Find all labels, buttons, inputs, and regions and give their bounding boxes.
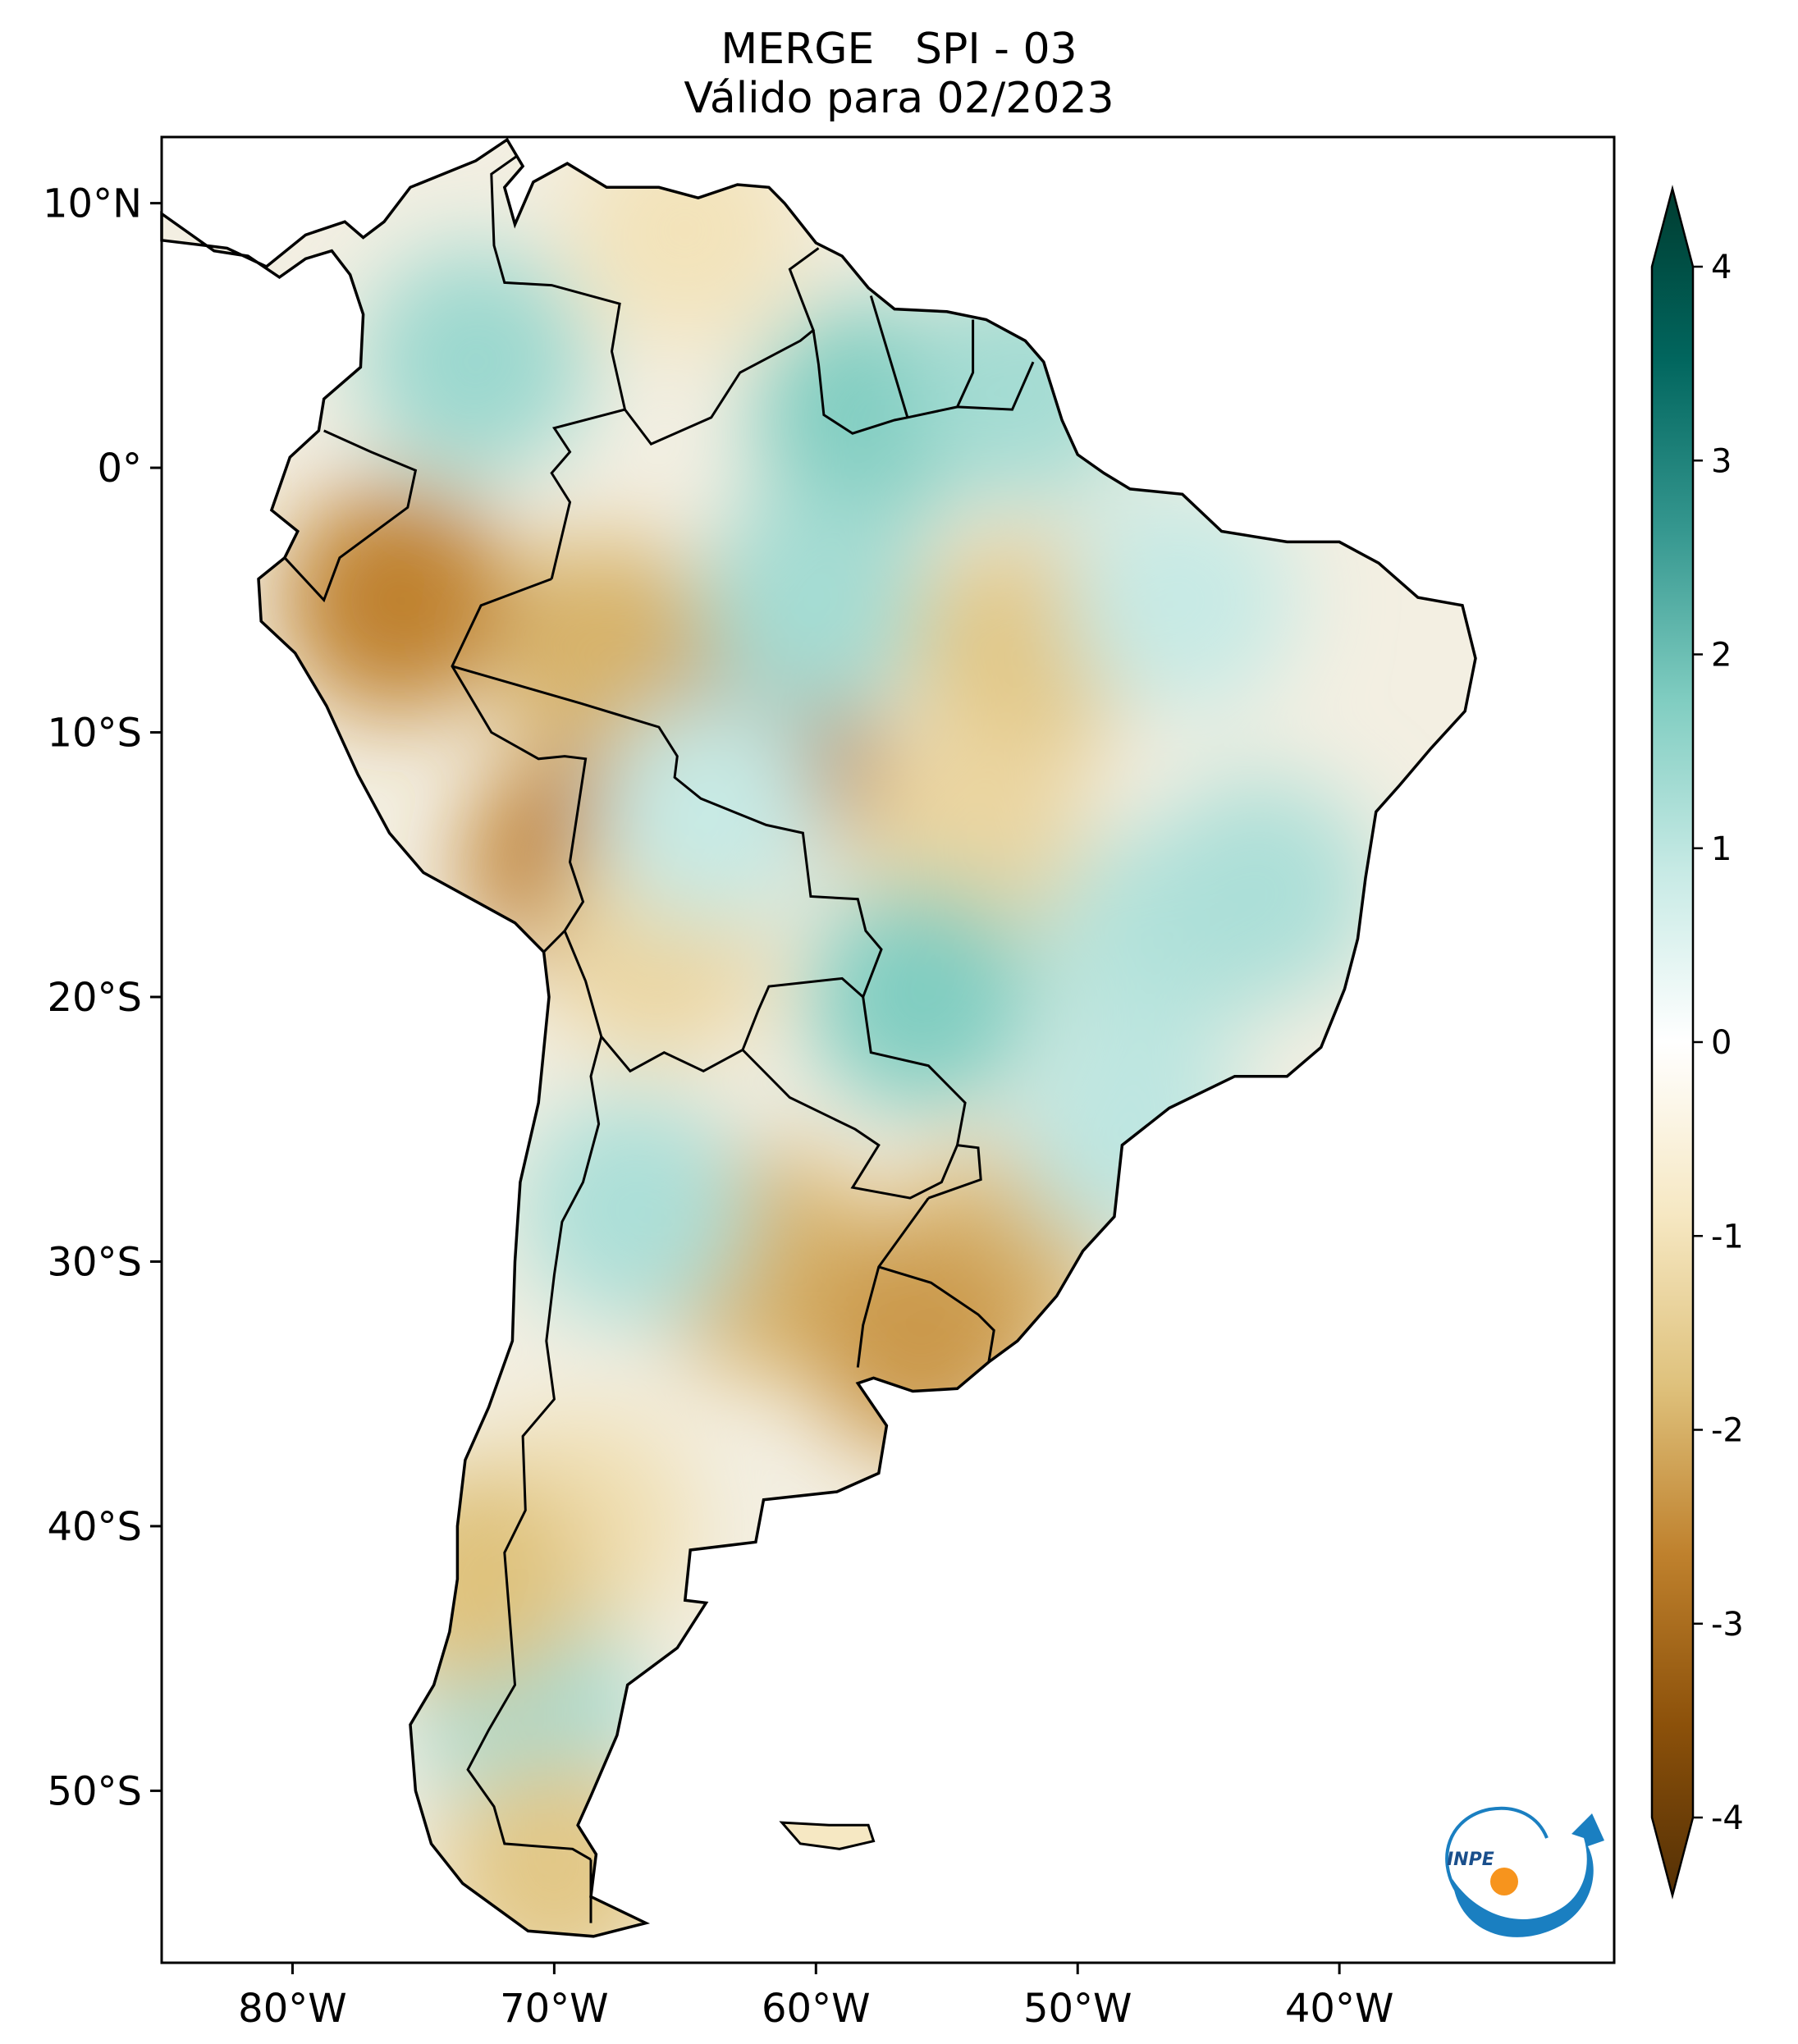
border-line (869, 295, 909, 418)
lat-tick-label: 20°S (47, 975, 142, 1021)
lon-tick-label: 50°W (1023, 1986, 1132, 2032)
border-line (878, 1265, 995, 1363)
border-line (283, 429, 418, 603)
spi-region (596, 697, 826, 927)
colorbar-tick-label: 2 (1711, 637, 1732, 674)
colorbar: 4 3 2 1 0 -1 -2 -3 -4 (1650, 185, 1744, 1900)
colorbar-body (1650, 185, 1695, 1900)
lat-tick-label: 10°N (43, 181, 142, 227)
lon-tick-label: 60°W (762, 1986, 871, 2032)
border-line (451, 578, 588, 953)
colorbar-tick-label: -1 (1711, 1218, 1744, 1255)
lat-tick-label: 30°S (47, 1239, 142, 1285)
longitude-ticks: 80°W 70°W 60°W 50°W 40°W (238, 1963, 1393, 2032)
border-line (451, 665, 883, 998)
colorbar-tick-label: 0 (1711, 1024, 1732, 1062)
border-line (490, 154, 627, 579)
colorbar-tick-label: 4 (1711, 249, 1732, 286)
border-line (856, 1197, 930, 1368)
lon-tick-label: 80°W (238, 1986, 347, 2032)
spi-region (282, 485, 512, 716)
border-line (466, 1036, 603, 1861)
spi-region (518, 1094, 748, 1324)
spi-region (1146, 776, 1376, 1006)
lon-tick-label: 70°W (500, 1986, 609, 2032)
falkland-islands (779, 1821, 876, 1850)
border-line (927, 1144, 982, 1200)
border-line (563, 930, 864, 1073)
map-frame (160, 135, 1616, 1964)
lat-tick-label: 0° (97, 446, 142, 492)
inpe-logo: INPE (1445, 1806, 1604, 1937)
colorbar-ticks: 4 3 2 1 0 -1 -2 -3 -4 (1693, 249, 1744, 1837)
inpe-logo-dot (1490, 1868, 1518, 1895)
lat-tick-label: 10°S (47, 711, 142, 757)
colorbar-tick-label: -4 (1711, 1799, 1744, 1837)
colorbar-tick-label: 1 (1711, 830, 1732, 868)
colorbar-tick-label: -3 (1711, 1606, 1744, 1644)
border-line (741, 996, 967, 1200)
inpe-logo-inner-arc (1445, 1806, 1549, 1893)
spi-region (701, 485, 931, 716)
map-title: MERGE SPI - 03 (721, 25, 1077, 74)
border-line (812, 319, 975, 435)
continent-outline (160, 137, 1477, 1938)
lat-tick-label: 50°S (47, 1768, 142, 1814)
lon-tick-label: 40°W (1285, 1986, 1394, 2032)
spi-region (805, 882, 1036, 1112)
inpe-logo-text: INPE (1447, 1850, 1494, 1870)
latitude-ticks: 10°N 0° 10°S 20°S 30°S 40°S 50°S (43, 181, 162, 1814)
colorbar-tick-label: 3 (1711, 442, 1732, 480)
lat-tick-label: 40°S (47, 1504, 142, 1550)
country-borders (283, 154, 1035, 1923)
inpe-logo-swoosh (1453, 1813, 1604, 1937)
map-subtitle: Válido para 02/2023 (684, 74, 1114, 123)
colorbar-tick-label: -2 (1711, 1412, 1744, 1450)
border-line (957, 361, 1035, 411)
spi-region (1067, 485, 1297, 716)
spi-region (360, 247, 591, 478)
border-line (624, 247, 820, 446)
